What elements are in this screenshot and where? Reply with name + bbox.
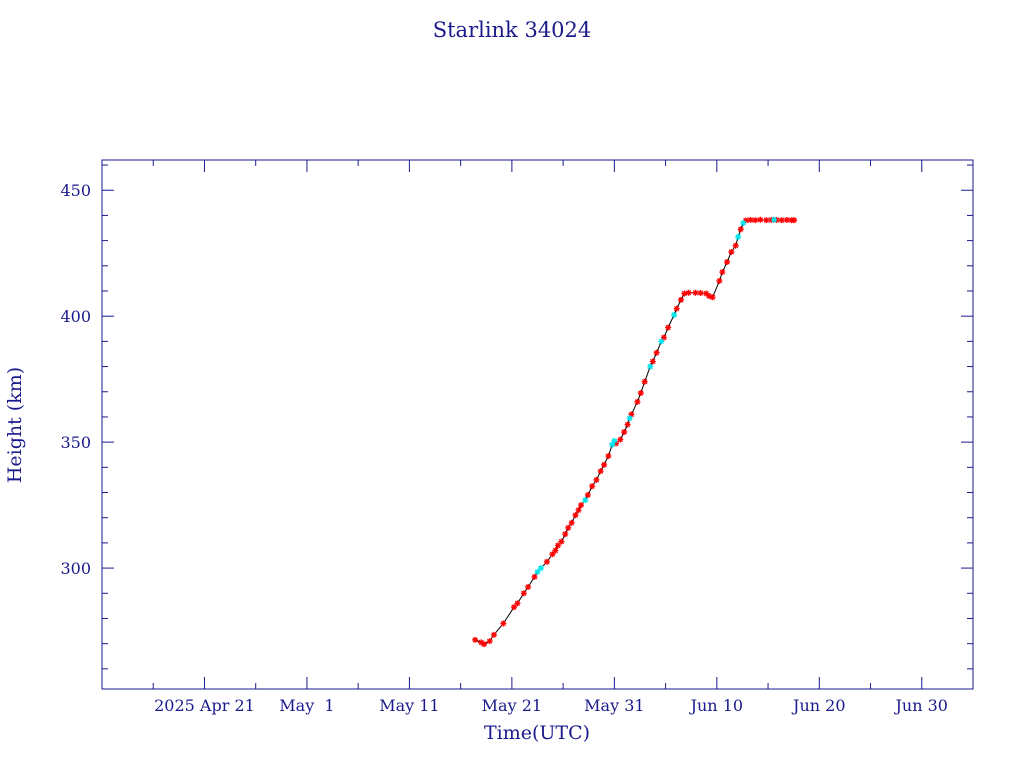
- data-point: [637, 390, 644, 397]
- data-point: [500, 620, 507, 627]
- data-point-highlight: [658, 338, 665, 345]
- data-point: [649, 358, 656, 365]
- data-point: [597, 468, 604, 475]
- x-tick-label: Jun 20: [791, 696, 845, 715]
- data-point: [665, 324, 672, 331]
- chart-title: Starlink 34024: [433, 18, 592, 42]
- data-point: [601, 461, 608, 468]
- data-point: [685, 289, 692, 296]
- trajectory-line: [475, 219, 795, 645]
- plot-frame: [101, 159, 974, 690]
- data-point: [568, 519, 575, 526]
- data-point: [624, 421, 631, 428]
- data-point: [778, 217, 785, 224]
- data-point: [724, 259, 731, 266]
- x-tick-label: May 1: [279, 696, 334, 715]
- data-point: [562, 531, 569, 538]
- data-point: [747, 216, 754, 223]
- x-tick-label: May 31: [584, 696, 644, 715]
- data-point: [543, 558, 550, 565]
- data-point: [552, 547, 559, 554]
- data-point: [481, 641, 488, 648]
- data-point-highlight: [626, 415, 633, 422]
- data-point: [589, 483, 596, 490]
- data-point: [572, 512, 579, 519]
- data-point: [716, 277, 723, 284]
- data-point: [634, 398, 641, 405]
- data-point-highlight: [735, 233, 742, 240]
- data-point: [697, 290, 704, 297]
- data-point: [653, 349, 660, 356]
- y-tick-label: 400: [60, 307, 91, 326]
- data-point: [719, 269, 726, 276]
- data-point: [565, 524, 572, 531]
- data-point: [525, 583, 532, 590]
- y-tick-label: 450: [60, 181, 91, 200]
- x-axis-label: Time(UTC): [484, 722, 590, 744]
- data-point-highlight: [671, 311, 678, 318]
- data-point: [621, 429, 628, 436]
- data-point: [673, 305, 680, 312]
- x-tick-label: Jun 30: [894, 696, 948, 715]
- data-point: [763, 217, 770, 224]
- x-tick-label: May 21: [482, 696, 542, 715]
- data-point-highlight: [647, 363, 654, 370]
- data-point: [709, 294, 716, 301]
- data-point-highlight: [611, 437, 618, 444]
- y-tick-label: 300: [60, 559, 91, 578]
- data-point: [617, 436, 624, 443]
- data-point-highlight: [582, 497, 589, 504]
- data-point: [472, 636, 479, 643]
- data-point: [575, 507, 582, 514]
- data-point: [490, 631, 497, 638]
- data-point: [593, 476, 600, 483]
- data-point: [641, 378, 648, 385]
- data-point-highlight: [740, 219, 747, 226]
- data-point: [791, 217, 798, 224]
- data-point: [514, 600, 521, 607]
- y-tick-labels: 300 350 400 450: [60, 181, 91, 578]
- data-point: [677, 296, 684, 303]
- data-point: [681, 290, 688, 297]
- y-tick-label: 350: [60, 433, 91, 452]
- y-axis-label: Height (km): [4, 367, 26, 483]
- x-tick-label: Jun 10: [689, 696, 743, 715]
- data-point: [752, 217, 759, 224]
- data-point: [520, 590, 527, 597]
- data-point: [783, 216, 790, 223]
- data-point-highlight: [771, 216, 778, 223]
- data-point-highlight: [537, 565, 544, 572]
- data-point: [728, 248, 735, 255]
- data-markers: [472, 216, 798, 648]
- data-point: [732, 242, 739, 249]
- axis-ticks: [101, 160, 974, 689]
- data-point: [757, 216, 764, 223]
- data-point: [737, 226, 744, 233]
- data-point: [578, 502, 585, 509]
- x-tick-label: May 11: [379, 696, 439, 715]
- data-point: [692, 289, 699, 296]
- data-point: [531, 573, 538, 580]
- x-tick-labels: 2025 Apr 21 May 1 May 11 May 21 May 31 Jun 10…: [154, 696, 948, 715]
- data-point: [558, 538, 565, 545]
- x-tick-label: 2025 Apr 21: [154, 696, 255, 715]
- series-line: [475, 219, 795, 645]
- data-point: [486, 638, 493, 645]
- data-point: [605, 452, 612, 459]
- data-point: [584, 492, 591, 499]
